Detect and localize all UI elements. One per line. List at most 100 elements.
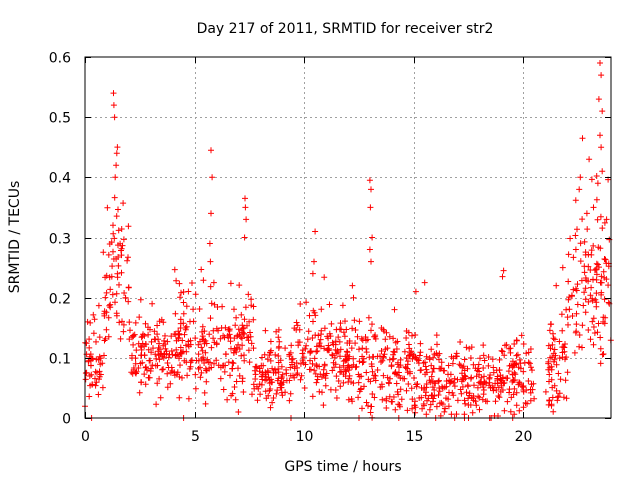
data-point xyxy=(581,269,588,276)
data-point xyxy=(211,301,218,308)
data-point xyxy=(242,304,249,311)
data-point xyxy=(390,335,397,342)
data-point xyxy=(590,204,597,211)
data-point xyxy=(565,278,572,285)
data-point xyxy=(322,382,329,389)
data-point xyxy=(147,326,153,333)
data-point xyxy=(388,362,395,369)
data-point xyxy=(597,360,604,367)
data-point xyxy=(105,251,112,258)
data-point xyxy=(423,389,429,396)
data-point xyxy=(121,290,128,296)
data-point xyxy=(582,275,589,281)
data-point xyxy=(126,319,133,326)
data-point xyxy=(360,358,367,365)
data-point xyxy=(321,361,328,368)
data-point xyxy=(204,356,211,363)
data-point xyxy=(401,348,408,355)
data-point xyxy=(309,335,316,341)
data-point xyxy=(112,299,118,306)
data-point xyxy=(423,369,430,376)
data-point xyxy=(371,333,378,340)
data-point xyxy=(242,204,249,211)
data-point xyxy=(403,355,410,361)
data-point xyxy=(597,60,603,66)
data-point xyxy=(603,216,610,223)
data-point xyxy=(593,260,600,267)
data-point xyxy=(239,335,245,342)
data-point xyxy=(453,411,460,418)
data-point xyxy=(239,378,246,385)
data-point xyxy=(312,332,319,339)
data-point xyxy=(388,398,395,405)
data-point xyxy=(228,392,235,399)
data-point xyxy=(233,378,240,385)
data-point xyxy=(110,90,117,97)
data-point xyxy=(316,363,323,370)
data-point xyxy=(327,333,334,340)
data-point xyxy=(548,321,555,328)
data-point xyxy=(164,370,171,377)
data-point xyxy=(113,150,120,157)
data-point xyxy=(520,341,527,347)
data-point xyxy=(210,335,217,342)
data-point xyxy=(112,174,119,181)
data-point xyxy=(195,341,202,348)
data-point xyxy=(425,395,432,402)
data-point xyxy=(189,357,195,364)
data-point xyxy=(120,328,127,335)
data-point xyxy=(113,310,120,317)
data-point xyxy=(138,334,145,341)
data-point xyxy=(508,394,515,401)
data-point xyxy=(201,357,207,364)
data-point xyxy=(525,349,532,356)
data-point xyxy=(462,375,469,382)
data-point xyxy=(511,362,517,369)
data-point xyxy=(516,380,523,387)
data-point xyxy=(129,370,136,377)
data-point xyxy=(365,376,372,383)
data-point xyxy=(574,281,581,288)
data-point xyxy=(90,311,97,318)
data-point xyxy=(231,306,237,313)
data-point xyxy=(295,339,302,346)
data-point xyxy=(337,346,344,353)
data-point xyxy=(382,346,389,353)
data-point xyxy=(109,263,116,270)
data-point xyxy=(599,168,606,175)
data-point xyxy=(195,351,202,358)
data-point xyxy=(548,376,555,383)
data-point xyxy=(157,394,164,401)
data-point xyxy=(220,362,227,369)
data-point xyxy=(321,274,328,281)
data-point xyxy=(454,376,461,383)
data-point xyxy=(579,344,585,351)
data-point xyxy=(97,355,104,362)
data-point xyxy=(418,394,425,401)
data-point xyxy=(109,291,116,298)
data-point xyxy=(467,375,474,382)
data-point xyxy=(550,330,556,337)
data-point xyxy=(590,242,597,249)
data-point xyxy=(504,398,511,405)
x-axis-label: GPS time / hours xyxy=(284,459,401,475)
data-point xyxy=(605,282,612,289)
data-point xyxy=(419,405,426,412)
data-point xyxy=(597,132,603,139)
data-point xyxy=(231,384,238,390)
data-point xyxy=(221,368,228,375)
data-point xyxy=(551,356,558,363)
data-point xyxy=(222,324,229,331)
data-point xyxy=(141,371,148,378)
data-point xyxy=(479,396,486,403)
data-point xyxy=(249,391,255,398)
data-point xyxy=(587,336,594,343)
data-point xyxy=(230,360,237,367)
data-point xyxy=(202,365,209,372)
data-point xyxy=(87,362,94,369)
data-point xyxy=(603,276,610,283)
data-point xyxy=(356,318,363,325)
data-point xyxy=(144,367,150,374)
data-point xyxy=(355,394,362,401)
